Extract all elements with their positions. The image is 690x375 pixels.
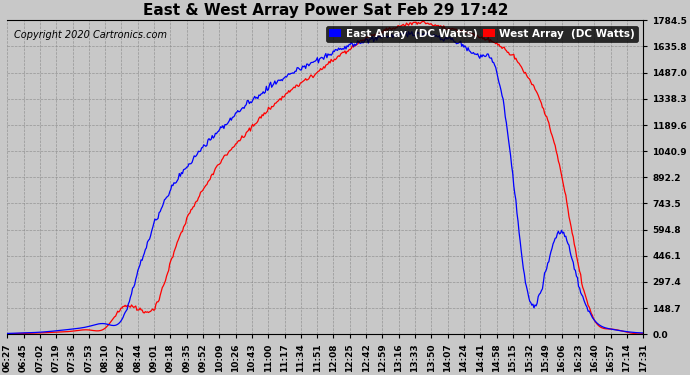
Text: Copyright 2020 Cartronics.com: Copyright 2020 Cartronics.com (14, 30, 167, 40)
Legend: East Array  (DC Watts), West Array  (DC Watts): East Array (DC Watts), West Array (DC Wa… (326, 26, 638, 42)
Title: East & West Array Power Sat Feb 29 17:42: East & West Array Power Sat Feb 29 17:42 (143, 3, 508, 18)
